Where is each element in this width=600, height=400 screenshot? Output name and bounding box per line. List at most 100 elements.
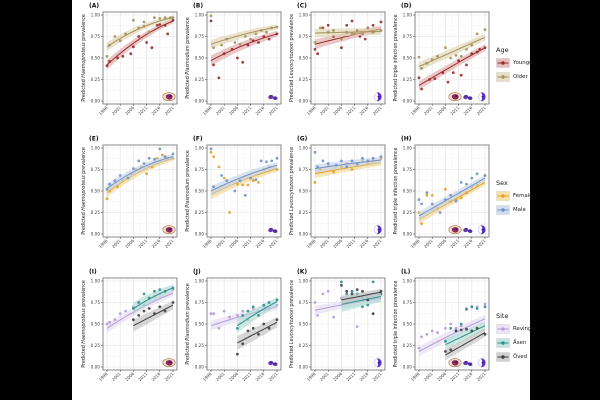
scatter-points-Older	[417, 28, 487, 70]
x-tick-label: 2016	[462, 238, 473, 249]
x-tick-label: 1996	[202, 105, 213, 116]
y-axis-label: Predicted Leucocytozoon prevalence	[289, 280, 295, 368]
scatter-points-Öved	[340, 283, 383, 316]
parasite-icons	[448, 224, 486, 235]
y-tick-label: 0.75	[91, 167, 101, 172]
x-tick-label: 2016	[254, 371, 265, 382]
y-tick-label: 0.00	[195, 98, 205, 103]
confidence-ribbon-Öved	[237, 317, 277, 350]
y-axis-label: Predicted Haemoproteus prevalence	[81, 280, 87, 368]
scatter-points-Male	[417, 172, 487, 214]
y-tick-label: 0.00	[91, 231, 101, 236]
x-tick-label: 1996	[410, 238, 421, 249]
axis-ticks: 1.00 0.75 0.50 0.25 0.00 1996 2001 2006 2011 2016…	[403, 145, 487, 249]
axis-ticks: 1.00 0.75 0.50 0.25 0.00 1996 2001 2006 2011 2016…	[403, 278, 487, 382]
panel-C: 1.00 0.75 0.50 0.25 0.00 1996 2001 2006 2011 2016…	[289, 3, 386, 116]
legend-label: Male	[513, 207, 526, 213]
axis-ticks: 1.00 0.75 0.50 0.25 0.00 1996 2001 2006 2011 2016…	[299, 145, 383, 249]
legend-item-öved: Öved	[496, 352, 535, 362]
x-tick-label: 2011	[241, 371, 252, 382]
scatter-points-Öved	[444, 326, 487, 353]
y-axis-label: Predicted triple infection prevalence	[393, 147, 399, 234]
trend-line-Öved	[237, 321, 278, 344]
y-tick-label: 0.00	[299, 364, 309, 369]
x-tick-label: 2011	[241, 238, 252, 249]
haemoproteus-parasite-icon	[448, 92, 462, 102]
legend-label: Older	[513, 74, 528, 80]
scatter-points-Male	[105, 147, 175, 191]
legend-title: Sex	[496, 179, 508, 187]
x-tick-label: 1996	[98, 371, 109, 382]
scatter-points-Younger	[417, 46, 487, 91]
trend-line-Öved	[341, 291, 382, 301]
panel-J: 1.00 0.75 0.50 0.25 0.00 1996 2001 2006 2011 2016…	[185, 269, 282, 382]
haemoproteus-parasite-icon	[162, 358, 176, 368]
legend-label: Female	[513, 193, 533, 199]
trend-line-Åsen	[237, 301, 278, 327]
plasmodium-parasite-icon	[268, 94, 278, 101]
legend-key-öved	[496, 352, 510, 362]
legend-key-female	[496, 191, 510, 201]
scatter-points-Younger	[105, 18, 175, 68]
y-axis-label: Predicted Leucocytozoon prevalence	[289, 14, 295, 102]
x-tick-label: 2001	[423, 371, 434, 382]
legend-key-younger	[496, 58, 510, 68]
scatter-points-Åsen	[132, 286, 175, 310]
y-tick-label: 0.75	[299, 300, 309, 305]
scatter-points-Öved	[132, 301, 175, 322]
x-tick-label: 2021	[476, 105, 487, 116]
parasite-icons	[268, 227, 278, 234]
y-tick-label: 0.50	[299, 321, 309, 326]
x-tick-label: 2001	[111, 371, 122, 382]
x-tick-label: 2006	[332, 105, 343, 116]
plasmodium-parasite-icon	[463, 94, 473, 101]
parasite-icons	[162, 358, 176, 368]
y-tick-label: 0.75	[403, 300, 413, 305]
y-axis-label: Predicted Haemoproteus prevalence	[81, 14, 87, 102]
x-tick-label: 2006	[124, 238, 135, 249]
x-tick-label: 1996	[306, 371, 317, 382]
x-tick-label: 2006	[124, 105, 135, 116]
legend-label: Younger	[513, 60, 535, 66]
legend-key-male	[496, 205, 510, 215]
plasmodium-parasite-icon	[463, 227, 473, 234]
y-tick-label: 0.50	[403, 321, 413, 326]
x-tick-label: 2021	[268, 371, 279, 382]
scatter-points-Åsen	[444, 305, 487, 343]
trend-line-Öved	[133, 304, 174, 327]
axis-ticks: 1.00 0.75 0.50 0.25 0.00 1996 2001 2006 2011 2016…	[195, 145, 279, 249]
legend-sex: Sex Female Male	[496, 179, 533, 215]
legend-item-åsen: Åsen	[496, 338, 535, 348]
x-tick-label: 2016	[254, 105, 265, 116]
legend-title: Age	[496, 46, 509, 54]
y-tick-label: 1.00	[195, 278, 205, 283]
trend-line-Male	[106, 156, 174, 189]
y-tick-label: 0.25	[403, 210, 413, 215]
y-tick-label: 0.25	[403, 77, 413, 82]
legend-item-older: Older	[496, 72, 535, 82]
leucocytozoon-parasite-icon	[478, 91, 486, 102]
x-tick-label: 2001	[111, 238, 122, 249]
scatter-points-Younger	[209, 19, 279, 80]
scatter-points-Åsen	[236, 298, 279, 330]
legend-site: Site Revinge Åsen Öved	[496, 312, 535, 362]
y-tick-label: 1.00	[403, 145, 413, 150]
y-tick-label: 0.75	[91, 300, 101, 305]
scatter-points-Older	[209, 14, 279, 50]
legend-label: Öved	[513, 354, 528, 360]
x-tick-label: 2021	[476, 371, 487, 382]
x-tick-label: 1996	[98, 105, 109, 116]
haemoproteus-parasite-icon	[448, 225, 462, 235]
x-tick-label: 2001	[423, 105, 434, 116]
x-tick-label: 2016	[254, 238, 265, 249]
axis-ticks: 1.00 0.75 0.50 0.25 0.00 1996 2001 2006 2011 2016…	[195, 278, 279, 382]
legend-item-younger: Younger	[496, 58, 535, 68]
x-tick-label: 2011	[449, 371, 460, 382]
y-tick-label: 0.50	[299, 55, 309, 60]
x-tick-label: 2006	[332, 238, 343, 249]
x-tick-label: 1996	[202, 238, 213, 249]
panel-label: (J)	[193, 269, 201, 276]
y-axis-label: Predicted Plasmodium prevalence	[185, 283, 191, 365]
panel-label: (G)	[297, 136, 308, 143]
x-tick-label: 2001	[423, 238, 434, 249]
